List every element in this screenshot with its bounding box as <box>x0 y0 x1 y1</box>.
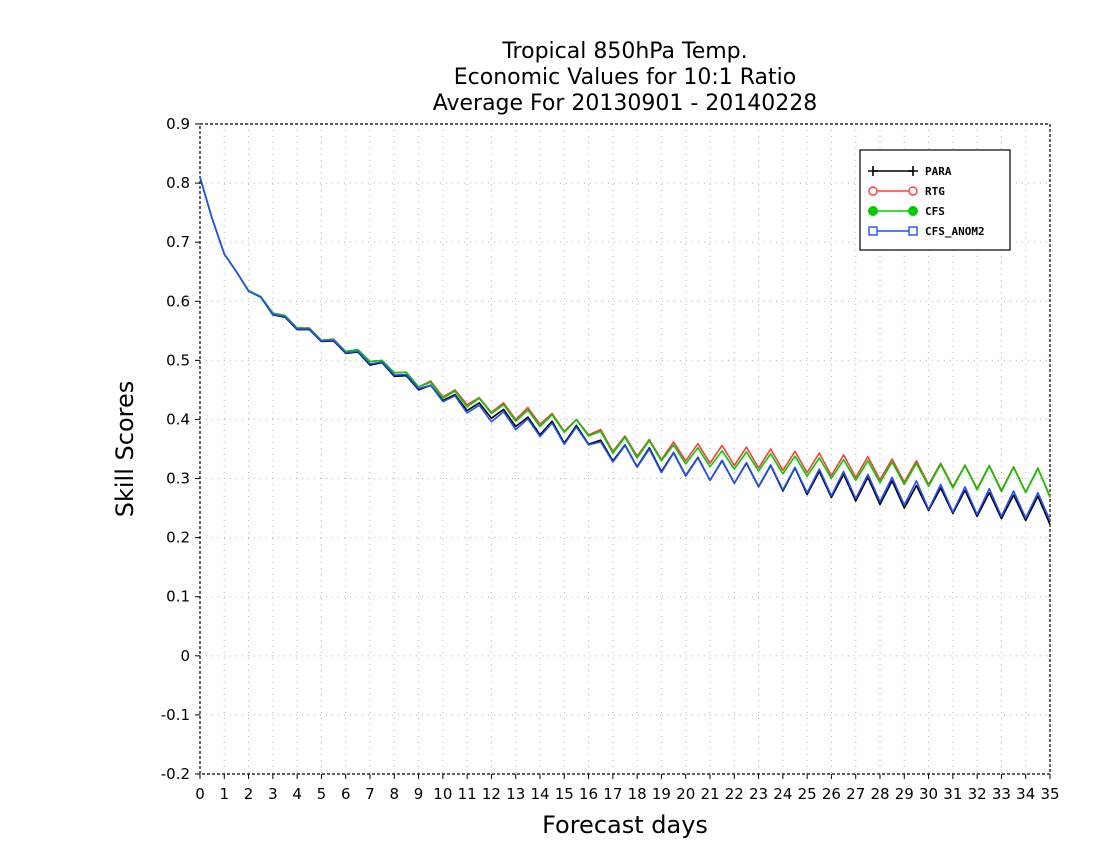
y-tick-label: 0.6 <box>166 292 190 310</box>
y-tick-label: 0.4 <box>166 410 190 428</box>
x-tick-label: 12 <box>482 785 501 803</box>
x-tick-label: 27 <box>846 785 865 803</box>
x-tick-label: 23 <box>749 785 768 803</box>
x-tick-label: 1 <box>220 785 230 803</box>
y-tick-label: 0.5 <box>166 351 190 369</box>
y-tick-label: 0.3 <box>166 470 190 488</box>
x-tick-label: 24 <box>773 785 792 803</box>
x-tick-label: 22 <box>725 785 744 803</box>
open-circle-marker-icon <box>908 186 918 196</box>
x-tick-label: 3 <box>268 785 278 803</box>
x-tick-label: 7 <box>365 785 375 803</box>
legend-item-cfs-anom2: CFS_ANOM2 <box>868 225 985 238</box>
legend-label: CFS <box>925 205 945 218</box>
chart-title-line-3: Average For 20130901 - 20140228 <box>433 91 818 116</box>
legend-box <box>859 149 1011 251</box>
x-tick-label: 21 <box>700 785 719 803</box>
series-line-cfs-anom2 <box>199 176 1051 521</box>
x-tick-label: 5 <box>317 785 327 803</box>
x-tick-label: 13 <box>506 785 525 803</box>
open-square-marker-icon <box>868 226 878 236</box>
y-tick-label: 0.7 <box>166 233 190 251</box>
x-tick-label: 2 <box>244 785 254 803</box>
x-tick-label: 15 <box>555 785 574 803</box>
x-tick-label: 34 <box>1016 785 1035 803</box>
x-tick-label: 26 <box>822 785 841 803</box>
x-tick-label: 32 <box>968 785 987 803</box>
x-tick-label: 0 <box>195 785 205 803</box>
x-tick-label: 28 <box>870 785 889 803</box>
plot-frame <box>199 123 1051 775</box>
legend-item-para: PARA <box>868 165 952 178</box>
data-series <box>199 176 1051 525</box>
x-axis-ticks: 0 1 2 3 4 5 6 7 8 9 10 11 12 13 14 15 16 17 18 19 20 21 22 23 24… <box>195 774 1060 803</box>
x-tick-label: 6 <box>341 785 351 803</box>
x-tick-label: 8 <box>390 785 400 803</box>
x-tick-label: 30 <box>919 785 938 803</box>
x-tick-label: 4 <box>292 785 302 803</box>
y-tick-label: -0.2 <box>161 765 190 783</box>
y-tick-label: 0.2 <box>166 529 190 547</box>
filled-circle-marker-icon <box>908 206 918 216</box>
x-tick-label: 9 <box>414 785 424 803</box>
y-tick-label: -0.1 <box>161 706 190 724</box>
x-tick-label: 29 <box>895 785 914 803</box>
x-tick-label: 17 <box>603 785 622 803</box>
x-tick-label: 31 <box>943 785 962 803</box>
x-tick-label: 35 <box>1040 785 1059 803</box>
open-square-marker-icon <box>908 226 918 236</box>
y-tick-label: 0 <box>180 647 190 665</box>
x-tick-label: 14 <box>530 785 549 803</box>
x-axis-label: Forecast days <box>542 811 708 839</box>
chart-title-line-2: Economic Values for 10:1 Ratio <box>454 65 796 90</box>
plus-marker-icon <box>908 166 918 176</box>
y-tick-label: 0.1 <box>166 588 190 606</box>
x-tick-label: 10 <box>433 785 452 803</box>
x-tick-label: 33 <box>992 785 1011 803</box>
filled-circle-marker-icon <box>868 206 878 216</box>
y-axis-label: Skill Scores <box>111 381 139 518</box>
x-tick-label: 19 <box>652 785 671 803</box>
legend-label: RTG <box>925 185 945 198</box>
x-tick-label: 11 <box>458 785 477 803</box>
legend-item-cfs: CFS <box>868 205 945 218</box>
y-tick-label: 0.9 <box>166 115 190 133</box>
legend: PARA RTG CFS CFS_ANOM2 <box>859 149 1011 251</box>
legend-label: CFS_ANOM2 <box>925 225 985 238</box>
y-tick-label: 0.8 <box>166 174 190 192</box>
plus-marker-icon <box>868 166 878 176</box>
legend-item-rtg: RTG <box>868 185 945 198</box>
open-circle-marker-icon <box>868 186 878 196</box>
x-tick-label: 18 <box>628 785 647 803</box>
chart-title-line-1: Tropical 850hPa Temp. <box>501 39 747 64</box>
legend-label: PARA <box>925 165 952 178</box>
y-axis-ticks: 0.9 0.8 0.7 0.6 0.5 0.4 0.3 0.2 0.1 0 -0.1 -0.2 <box>161 115 200 783</box>
x-tick-label: 20 <box>676 785 695 803</box>
x-tick-label: 16 <box>579 785 598 803</box>
x-tick-label: 25 <box>798 785 817 803</box>
chart-title: Tropical 850hPa Temp. Economic Values fo… <box>433 39 818 116</box>
